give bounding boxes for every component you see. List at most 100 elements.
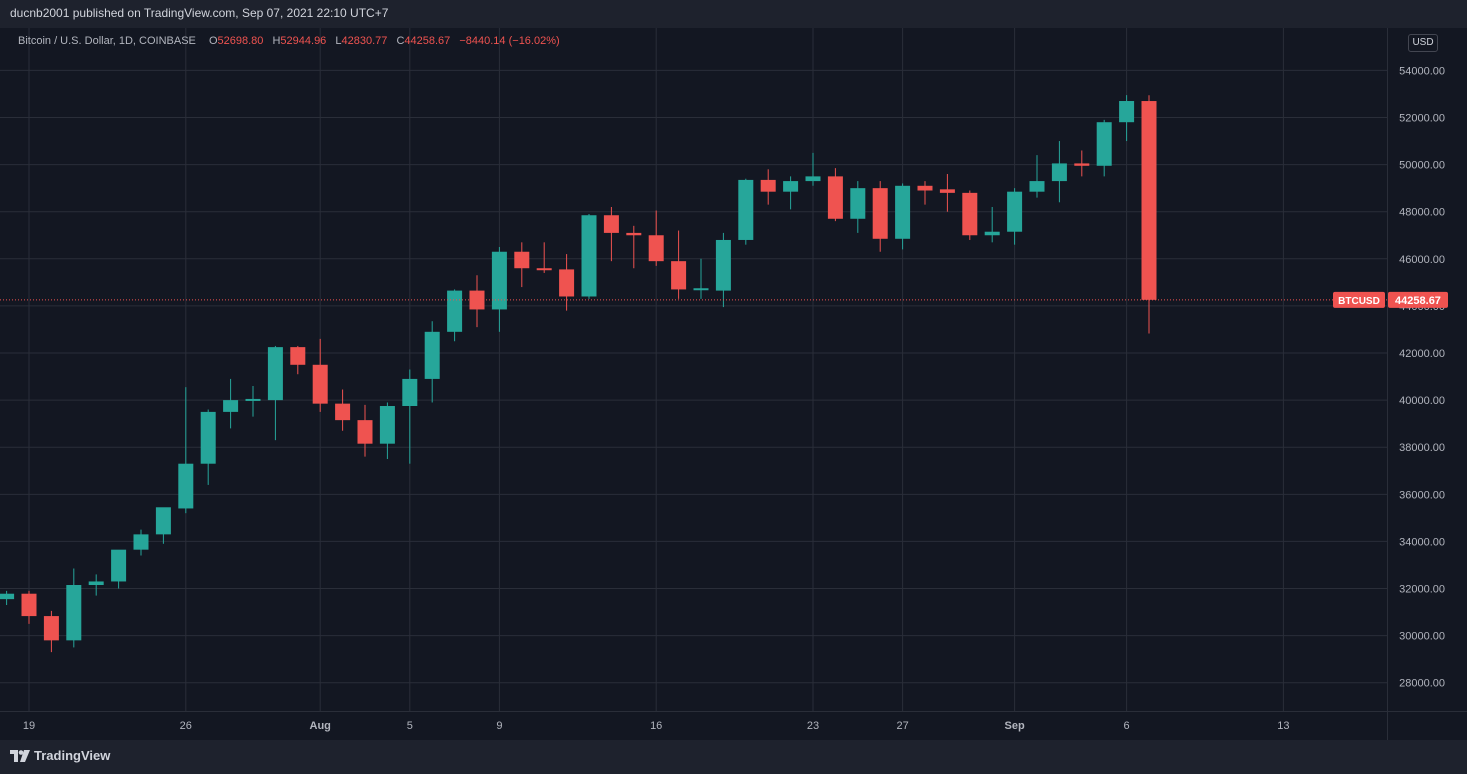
- candlestick-chart[interactable]: 28000.00 30000.00 32000.00 34000.00 36000.00…: [0, 28, 1467, 740]
- candle[interactable]: [245, 385, 261, 417]
- y-tick-label: 48000.00: [1399, 207, 1445, 219]
- symbol-price-tag-label: BTCUSD: [1338, 296, 1380, 307]
- candle-body: [984, 231, 1000, 236]
- candle[interactable]: [133, 529, 149, 556]
- candle-body: [357, 420, 373, 444]
- y-tick-label: 28000.00: [1399, 678, 1445, 690]
- candle[interactable]: [1074, 150, 1090, 177]
- tradingview-icon: [10, 749, 30, 762]
- candle[interactable]: [984, 206, 1000, 243]
- candle[interactable]: [917, 181, 933, 205]
- open-value: 52698.80: [217, 35, 264, 47]
- candle[interactable]: [962, 190, 978, 240]
- candle-body: [738, 179, 754, 240]
- publisher-text: ducnb2001 published on TradingView.com, …: [10, 6, 389, 20]
- x-tick-label: 23: [807, 720, 819, 732]
- candle[interactable]: [603, 206, 619, 262]
- x-tick-label: 19: [23, 720, 35, 732]
- candle[interactable]: [1007, 188, 1023, 245]
- candle-body: [962, 192, 978, 236]
- candle-body: [178, 463, 194, 509]
- candle[interactable]: [290, 345, 306, 375]
- candle[interactable]: [447, 289, 463, 342]
- candle[interactable]: [88, 574, 104, 596]
- candle-body: [648, 235, 664, 262]
- candle[interactable]: [200, 409, 216, 485]
- high-label: H: [272, 35, 281, 47]
- candle-body: [827, 176, 843, 219]
- candle[interactable]: [312, 338, 328, 412]
- candle[interactable]: [895, 183, 911, 250]
- candle-body: [805, 176, 821, 182]
- candle-body: [1096, 122, 1112, 166]
- candle[interactable]: [559, 254, 575, 311]
- candle[interactable]: [1051, 141, 1067, 203]
- y-tick-label: 36000.00: [1399, 489, 1445, 501]
- candle-body: [895, 185, 911, 239]
- close-value: 44258.67: [404, 35, 451, 47]
- candle[interactable]: [827, 168, 843, 222]
- candle[interactable]: [335, 389, 351, 431]
- y-tick-label: 54000.00: [1399, 65, 1445, 77]
- candle[interactable]: [581, 214, 597, 299]
- close-label: C: [396, 35, 405, 47]
- candle-body: [447, 290, 463, 332]
- candle[interactable]: [357, 404, 373, 457]
- candle[interactable]: [491, 247, 507, 332]
- candle-body: [581, 215, 597, 297]
- candle[interactable]: [1119, 95, 1135, 142]
- candle-body: [335, 403, 351, 421]
- candle[interactable]: [514, 242, 530, 288]
- candle-body: [872, 188, 888, 239]
- candle[interactable]: [872, 181, 888, 252]
- candle[interactable]: [424, 321, 440, 403]
- candle[interactable]: [805, 152, 821, 186]
- candle[interactable]: [536, 242, 552, 273]
- candle-body: [223, 400, 239, 412]
- candle[interactable]: [402, 369, 418, 464]
- symbol-label[interactable]: Bitcoin / U.S. Dollar, 1D, COINBASE: [18, 35, 196, 47]
- candle[interactable]: [1029, 155, 1045, 198]
- candle[interactable]: [1141, 95, 1157, 334]
- candle[interactable]: [626, 225, 642, 269]
- candle[interactable]: [0, 590, 15, 606]
- candle-body: [491, 251, 507, 310]
- candle-body: [111, 549, 127, 582]
- footer-bar: [0, 740, 1467, 774]
- candle[interactable]: [379, 402, 395, 459]
- candle[interactable]: [783, 176, 799, 210]
- candle-body: [693, 288, 709, 291]
- candle-body: [917, 185, 933, 191]
- low-value: 42830.77: [341, 35, 388, 47]
- candle[interactable]: [111, 549, 127, 589]
- candle[interactable]: [693, 258, 709, 299]
- currency-button[interactable]: USD: [1408, 34, 1438, 52]
- candle[interactable]: [66, 568, 82, 648]
- tradingview-logo[interactable]: TradingView: [10, 748, 110, 763]
- candle-body: [783, 181, 799, 192]
- candle[interactable]: [1096, 119, 1112, 177]
- candle[interactable]: [850, 181, 866, 233]
- y-tick-label: 30000.00: [1399, 631, 1445, 643]
- candle[interactable]: [939, 174, 955, 212]
- open-label: O: [208, 35, 218, 47]
- candle[interactable]: [738, 178, 754, 245]
- candle[interactable]: [21, 590, 37, 624]
- candle[interactable]: [223, 378, 239, 429]
- last-price-tag: 44258.67: [1388, 291, 1448, 308]
- candle[interactable]: [155, 507, 171, 544]
- candle[interactable]: [760, 169, 776, 205]
- candle[interactable]: [43, 610, 59, 653]
- last-price-tag-value: 44258.67: [1395, 295, 1441, 307]
- symbol-price-tag: BTCUSD: [1333, 291, 1385, 308]
- candle[interactable]: [267, 345, 283, 441]
- plot-background: [0, 28, 1467, 740]
- candle[interactable]: [715, 232, 731, 308]
- candle-body: [715, 239, 731, 291]
- candle[interactable]: [648, 210, 664, 266]
- x-tick-label: 27: [896, 720, 908, 732]
- candle[interactable]: [178, 387, 194, 514]
- y-tick-label: 32000.00: [1399, 584, 1445, 596]
- candle-body: [133, 534, 149, 550]
- candle[interactable]: [671, 230, 687, 299]
